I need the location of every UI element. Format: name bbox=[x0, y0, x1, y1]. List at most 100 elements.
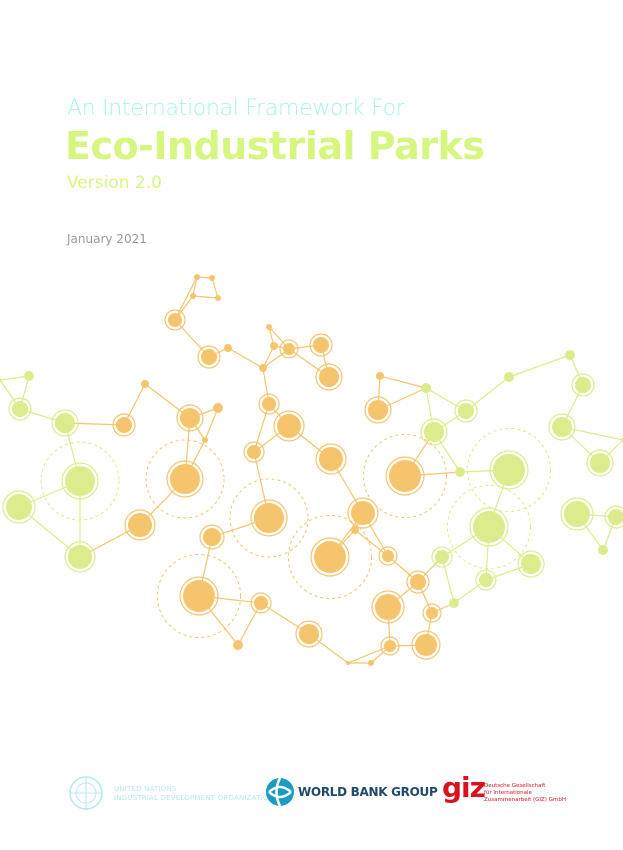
network-node bbox=[224, 344, 232, 352]
network-node bbox=[473, 511, 505, 543]
network-node bbox=[183, 580, 215, 612]
network-node bbox=[254, 503, 284, 533]
network-ring bbox=[469, 507, 509, 547]
network-ring bbox=[2, 490, 36, 524]
network-ring bbox=[560, 497, 594, 531]
network-ring bbox=[279, 339, 299, 359]
network-node bbox=[449, 598, 459, 608]
network-ring bbox=[250, 499, 288, 537]
network-node bbox=[6, 494, 32, 520]
network-node bbox=[270, 342, 278, 350]
network-halo bbox=[145, 439, 225, 519]
giz-line2: für Internationale bbox=[484, 790, 532, 796]
network-link bbox=[379, 375, 427, 389]
network-node bbox=[24, 371, 34, 381]
world-bank-globe-icon bbox=[266, 777, 294, 807]
network-node bbox=[410, 574, 426, 590]
network-illustration bbox=[0, 274, 623, 666]
network-link bbox=[441, 556, 455, 604]
network-node bbox=[190, 293, 196, 299]
network-ring bbox=[371, 590, 405, 624]
network-ring bbox=[586, 449, 614, 477]
network-link bbox=[262, 345, 275, 369]
network-node bbox=[346, 661, 350, 665]
giz-text: Deutsche Gesellschaft für Internationale… bbox=[484, 783, 566, 804]
unido-logo-icon bbox=[69, 776, 103, 810]
network-link bbox=[354, 529, 389, 557]
network-node bbox=[170, 464, 200, 494]
network-node bbox=[368, 660, 374, 666]
network-ring bbox=[548, 413, 576, 441]
network-ring bbox=[604, 505, 623, 529]
network-link bbox=[192, 295, 219, 299]
network-ring bbox=[61, 462, 99, 500]
network-node bbox=[426, 607, 438, 619]
network-node bbox=[283, 343, 295, 355]
network-link bbox=[253, 403, 270, 453]
network-node bbox=[564, 501, 590, 527]
network-node bbox=[180, 408, 200, 428]
network-node bbox=[319, 367, 339, 387]
network-node bbox=[202, 437, 208, 443]
network-link bbox=[192, 276, 198, 297]
network-node bbox=[389, 460, 421, 492]
network-ring bbox=[273, 410, 305, 442]
network-node bbox=[12, 401, 28, 417]
network-node bbox=[493, 454, 525, 486]
network-ring bbox=[310, 537, 350, 577]
network-ring bbox=[489, 450, 529, 490]
network-node bbox=[213, 403, 223, 413]
network-ring bbox=[420, 418, 448, 446]
network-ring bbox=[422, 603, 442, 623]
network-link bbox=[227, 347, 264, 369]
network-node bbox=[368, 400, 388, 420]
network-halo bbox=[362, 433, 448, 519]
network-node bbox=[65, 466, 95, 496]
network-node bbox=[313, 337, 329, 353]
network-ring bbox=[124, 509, 156, 541]
network-node bbox=[421, 383, 431, 393]
network-ring bbox=[199, 524, 225, 550]
network-node bbox=[479, 573, 493, 587]
network-ring bbox=[364, 396, 392, 424]
network-node bbox=[0, 378, 2, 382]
network-node bbox=[504, 372, 514, 382]
giz-logo: giz bbox=[442, 771, 486, 804]
network-node bbox=[254, 596, 268, 610]
network-node bbox=[209, 275, 215, 281]
network-halo bbox=[156, 553, 242, 639]
network-node bbox=[116, 417, 132, 433]
network-node bbox=[376, 372, 384, 380]
network-node bbox=[590, 453, 610, 473]
network-ring bbox=[258, 393, 280, 415]
publication-date: January 2021 bbox=[67, 232, 147, 246]
unido-text: UNITED NATIONS INDUSTRIAL DEVELOPMENT OR… bbox=[114, 785, 274, 803]
network-ring bbox=[166, 460, 204, 498]
unido-line1: UNITED NATIONS bbox=[114, 785, 177, 793]
network-node bbox=[598, 545, 608, 555]
network-ring bbox=[406, 570, 430, 594]
network-halo bbox=[287, 514, 373, 600]
network-node bbox=[201, 349, 217, 365]
network-node bbox=[455, 467, 465, 477]
network-ring bbox=[347, 497, 379, 529]
network-ring bbox=[431, 546, 453, 568]
network-ring bbox=[197, 345, 221, 369]
network-ring bbox=[475, 569, 497, 591]
network-node bbox=[247, 445, 261, 459]
network-node bbox=[259, 364, 267, 372]
network-node bbox=[319, 447, 343, 471]
network-node bbox=[194, 274, 200, 280]
network-node bbox=[168, 313, 182, 327]
network-link bbox=[174, 319, 210, 358]
network-link bbox=[561, 426, 623, 441]
network-node bbox=[351, 526, 359, 534]
network-node bbox=[128, 513, 152, 537]
network-ring bbox=[250, 592, 272, 614]
network-ring bbox=[176, 404, 204, 432]
network-node bbox=[424, 422, 444, 442]
network-ring bbox=[380, 636, 400, 656]
network-node bbox=[266, 324, 272, 330]
network-ring bbox=[571, 373, 595, 397]
network-node bbox=[458, 403, 474, 419]
